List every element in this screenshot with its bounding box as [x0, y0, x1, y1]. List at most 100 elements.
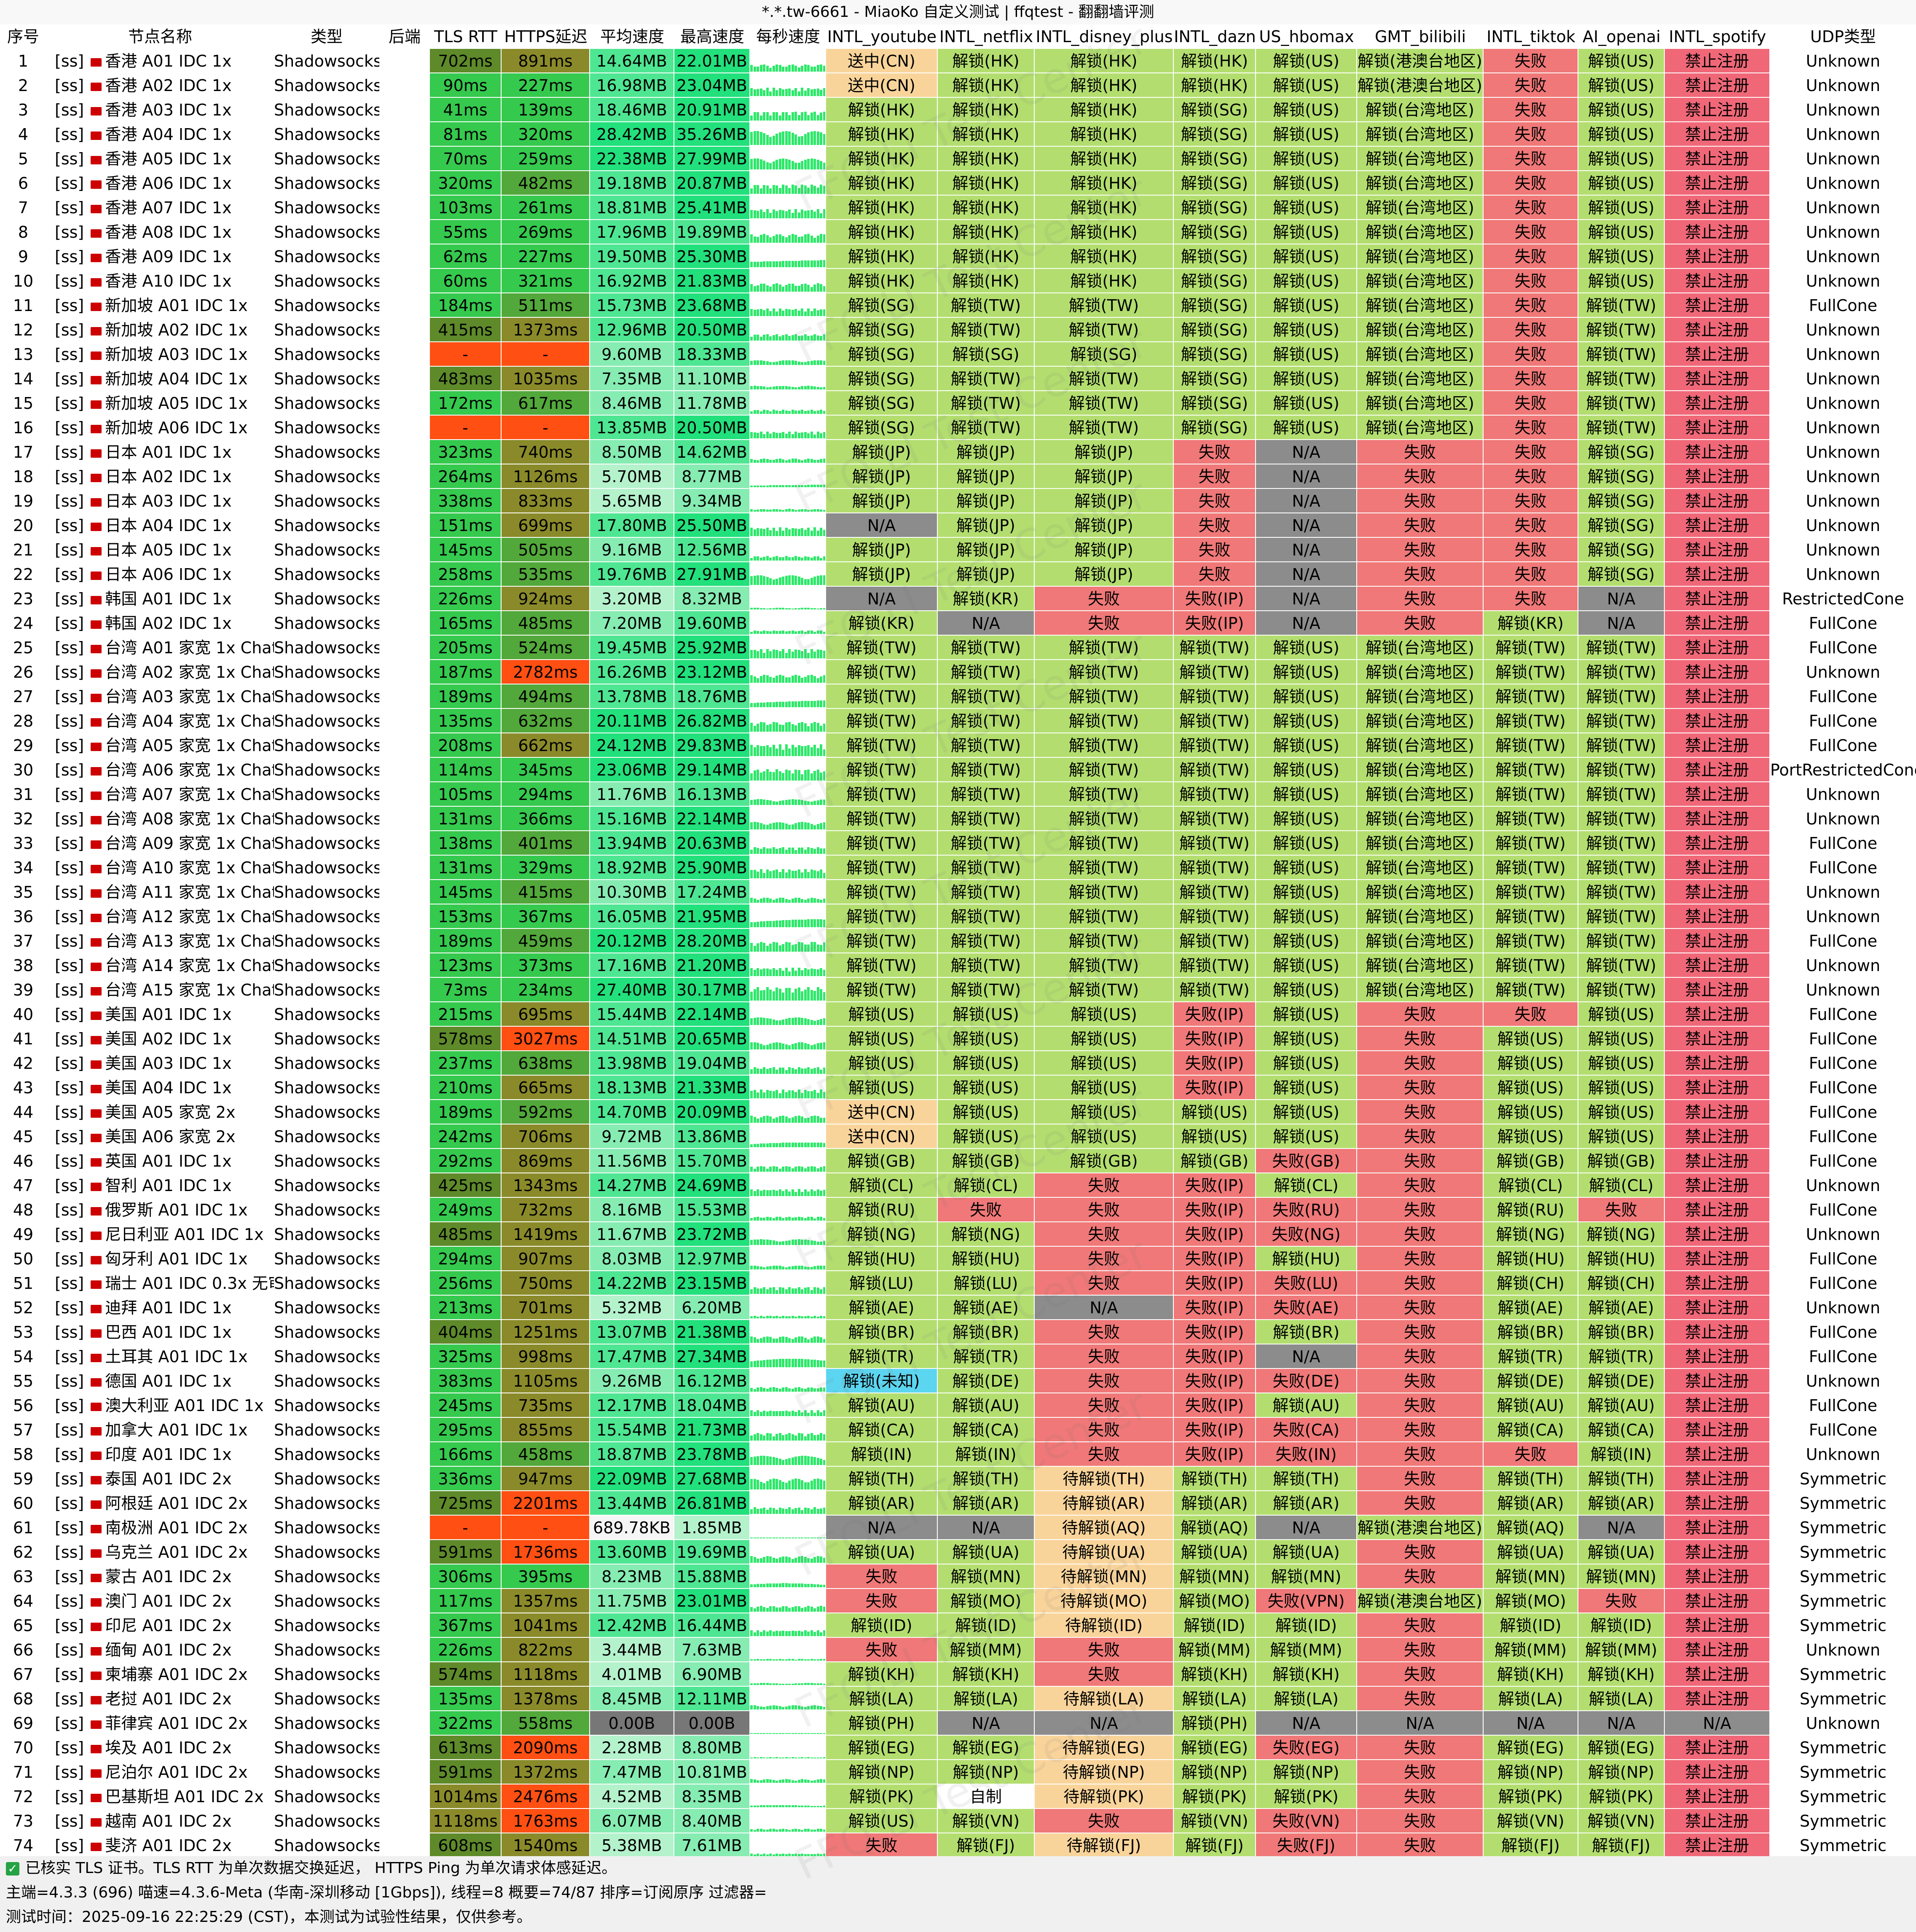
table-row[interactable]: 9 [ss] 香港 A09 IDC 1x Shadowsocks 62ms 227ms 1… — [0, 244, 1916, 269]
sparkline-bar — [763, 631, 765, 634]
table-row[interactable]: 52 [ss] 迪拜 A01 IDC 1x Shadowsocks 213ms 701m… — [0, 1296, 1916, 1320]
sparkline-bar — [782, 158, 784, 169]
table-row[interactable]: 41 [ss] 美国 A02 IDC 1x Shadowsocks 578ms 3027… — [0, 1027, 1916, 1051]
table-row[interactable]: 1 [ss] 香港 A01 IDC 1x Shadowsocks 702ms 891ms… — [0, 49, 1916, 73]
table-row[interactable]: 30[ss] 台湾 A06 家宽 1x ChatGPTShadowsocks11… — [0, 758, 1916, 782]
sparkline-bar — [785, 1556, 788, 1563]
table-row[interactable]: 59 [ss] 泰国 A01 IDC 2x Shadowsocks 336ms 947m… — [0, 1467, 1916, 1491]
table-row[interactable]: 14 [ss] 新加坡 A04 IDC 1x Shadowsocks 483ms 103… — [0, 367, 1916, 391]
table-row[interactable]: 56 [ss] 澳大利亚 A01 IDC 1x Shadowsocks 245ms 73… — [0, 1393, 1916, 1418]
sparkline-bar — [797, 510, 800, 512]
table-row[interactable]: 73 [ss] 越南 A01 IDC 2x Shadowsocks 1118ms 176… — [0, 1809, 1916, 1833]
table-row[interactable]: 43 [ss] 美国 A04 IDC 1x Shadowsocks 210ms 665m… — [0, 1076, 1916, 1100]
table-row[interactable]: 16 [ss] 新加坡 A06 IDC 1x Shadowsocks - -13.85M… — [0, 416, 1916, 440]
sparkline-bar — [804, 160, 807, 169]
table-row[interactable]: 19 [ss] 日本 A03 IDC 1x Shadowsocks 338ms 833m… — [0, 489, 1916, 513]
table-row[interactable]: 25[ss] 台湾 A01 家宽 1x ChatGPTShadowsocks20… — [0, 636, 1916, 660]
sparkline-bar — [823, 1806, 825, 1807]
table-row[interactable]: 32[ss] 台湾 A08 家宽 1x ChatGPTShadowsocks13… — [0, 807, 1916, 831]
cell-序号: 35 — [0, 880, 46, 904]
table-row[interactable]: 57 [ss] 加拿大 A01 IDC 1x Shadowsocks 295ms 855… — [0, 1418, 1916, 1442]
table-row[interactable]: 17 [ss] 日本 A01 IDC 1x Shadowsocks 323ms 740m… — [0, 440, 1916, 464]
table-row[interactable]: 4 [ss] 香港 A04 IDC 1x Shadowsocks 81ms 320ms 2… — [0, 122, 1916, 147]
sparkline-bar — [769, 137, 772, 145]
sparkline-bar — [797, 577, 800, 585]
table-row[interactable]: 34[ss] 台湾 A10 家宽 1x ChatGPTShadowsocks13… — [0, 856, 1916, 880]
table-row[interactable]: 37[ss] 台湾 A13 家宽 1x ChatGPTShadowsocks18… — [0, 929, 1916, 953]
table-row[interactable]: 13 [ss] 新加坡 A03 IDC 1x Shadowsocks - -9.60MB… — [0, 342, 1916, 367]
table-row[interactable]: 28[ss] 台湾 A04 家宽 1x ChatGPTShadowsocks13… — [0, 709, 1916, 733]
table-row[interactable]: 58 [ss] 印度 A01 IDC 1x Shadowsocks 166ms 458m… — [0, 1442, 1916, 1467]
table-row[interactable]: 60 [ss] 阿根廷 A01 IDC 2x Shadowsocks 725ms 220… — [0, 1491, 1916, 1516]
table-row[interactable]: 24 [ss] 韩国 A02 IDC 1x Shadowsocks 165ms 485m… — [0, 611, 1916, 636]
table-row[interactable]: 64 [ss] 澳门 A01 IDC 2x Shadowsocks 117ms 1357… — [0, 1589, 1916, 1613]
table-row[interactable]: 12 [ss] 新加坡 A02 IDC 1x Shadowsocks 415ms 137… — [0, 318, 1916, 342]
table-row[interactable]: 11 [ss] 新加坡 A01 IDC 1x Shadowsocks 184ms 511… — [0, 293, 1916, 318]
table-row[interactable]: 50 [ss] 匈牙利 A01 IDC 1x Shadowsocks 294ms 907… — [0, 1247, 1916, 1271]
table-row[interactable]: 5 [ss] 香港 A05 IDC 1x Shadowsocks 70ms 259ms 2… — [0, 147, 1916, 171]
table-row[interactable]: 48 [ss] 俄罗斯 A01 IDC 1x Shadowsocks 249ms 732… — [0, 1198, 1916, 1222]
table-row[interactable]: 46 [ss] 英国 A01 IDC 1x Shadowsocks 292ms 869m… — [0, 1149, 1916, 1173]
table-row[interactable]: 61 [ss] 南极洲 A01 IDC 2x Shadowsocks - -689.78… — [0, 1516, 1916, 1540]
table-row[interactable]: 2 [ss] 香港 A02 IDC 1x Shadowsocks 90ms 227ms 1… — [0, 73, 1916, 98]
table-row[interactable]: 3 [ss] 香港 A03 IDC 1x Shadowsocks 41ms 139ms 1… — [0, 98, 1916, 122]
table-row[interactable]: 67 [ss] 柬埔寨 A01 IDC 2x Shadowsocks 574ms 111… — [0, 1662, 1916, 1687]
sparkline-bar — [816, 209, 819, 218]
table-row[interactable]: 7 [ss] 香港 A07 IDC 1x Shadowsocks 103ms 261ms… — [0, 196, 1916, 220]
table-row[interactable]: 63 [ss] 蒙古 A01 IDC 2x Shadowsocks 306ms 395m… — [0, 1564, 1916, 1589]
table-row[interactable]: 47 [ss] 智利 A01 IDC 1x Shadowsocks 425ms 1343… — [0, 1173, 1916, 1198]
cell-GMT_bilibili: 解锁(台湾地区) — [1357, 807, 1484, 831]
speed-sparkline — [750, 1076, 826, 1100]
table-row[interactable]: 22 [ss] 日本 A06 IDC 1x Shadowsocks 258ms 535m… — [0, 562, 1916, 587]
table-row[interactable]: 27[ss] 台湾 A03 家宽 1x ChatGPTShadowsocks18… — [0, 684, 1916, 709]
table-row[interactable]: 39[ss] 台湾 A15 家宽 1x ChatGPTShadowsocks73… — [0, 978, 1916, 1002]
sparkline-bar — [769, 387, 772, 389]
table-row[interactable]: 53 [ss] 巴西 A01 IDC 1x Shadowsocks 404ms 1251… — [0, 1320, 1916, 1344]
sparkline-bar — [820, 1829, 822, 1832]
table-row[interactable]: 68 [ss] 老挝 A01 IDC 2x Shadowsocks 135ms 1378… — [0, 1687, 1916, 1711]
cell-INTL_dazn: 解锁(AQ) — [1174, 1516, 1256, 1540]
sparkline-bar — [823, 1558, 825, 1563]
table-row[interactable]: 33[ss] 台湾 A09 家宽 1x ChatGPTShadowsocks13… — [0, 831, 1916, 856]
sparkline-bar — [759, 411, 762, 414]
table-row[interactable]: 72 [ss] 巴基斯坦 A01 IDC 2x Shadowsocks 1014ms 2… — [0, 1784, 1916, 1809]
table-row[interactable]: 23 [ss] 韩国 A01 IDC 1x Shadowsocks 226ms 924m… — [0, 587, 1916, 611]
sparkline-bar — [778, 1684, 781, 1685]
table-row[interactable]: 42 [ss] 美国 A03 IDC 1x Shadowsocks 237ms 638m… — [0, 1051, 1916, 1076]
table-row[interactable]: 8 [ss] 香港 A08 IDC 1x Shadowsocks 55ms 269ms 1… — [0, 220, 1916, 244]
table-row[interactable]: 15 [ss] 新加坡 A05 IDC 1x Shadowsocks 172ms 617… — [0, 391, 1916, 416]
table-row[interactable]: 38[ss] 台湾 A14 家宽 1x ChatGPTShadowsocks12… — [0, 953, 1916, 978]
table-row[interactable]: 40 [ss] 美国 A01 IDC 1x Shadowsocks 215ms 695m… — [0, 1002, 1916, 1027]
table-row[interactable]: 55 [ss] 德国 A01 IDC 1x Shadowsocks 383ms 1105… — [0, 1369, 1916, 1393]
table-row[interactable]: 74 [ss] 斐济 A01 IDC 2x Shadowsocks 608ms 1540… — [0, 1833, 1916, 1858]
table-row[interactable]: 71 [ss] 尼泊尔 A01 IDC 2x Shadowsocks 591ms 137… — [0, 1760, 1916, 1784]
table-row[interactable]: 20 [ss] 日本 A04 IDC 1x Shadowsocks 151ms 699m… — [0, 513, 1916, 538]
table-row[interactable]: 66 [ss] 缅甸 A01 IDC 2x Shadowsocks 226ms 822m… — [0, 1638, 1916, 1662]
cell-平均速度: 3.20MB — [590, 587, 674, 611]
table-row[interactable]: 49 [ss] 尼日利亚 A01 IDC 1x Shadowsocks 485ms 14… — [0, 1222, 1916, 1247]
table-row[interactable]: 69 [ss] 菲律宾 A01 IDC 2x Shadowsocks 322ms 558… — [0, 1711, 1916, 1736]
table-row[interactable]: 45 [ss] 美国 A06 家宽 2x Shadowsocks 242ms 706ms… — [0, 1124, 1916, 1149]
table-row[interactable]: 65 [ss] 印尼 A01 IDC 2x Shadowsocks 367ms 1041… — [0, 1613, 1916, 1638]
cell-节点名称: [ss] 瑞士 A01 IDC 0.3x 无审计 — [46, 1271, 274, 1296]
table-row[interactable]: 70 [ss] 埃及 A01 IDC 2x Shadowsocks 613ms 2090… — [0, 1736, 1916, 1760]
table-row[interactable]: 36[ss] 台湾 A12 家宽 1x ChatGPTShadowsocks15… — [0, 904, 1916, 929]
table-row[interactable]: 44 [ss] 美国 A05 家宽 2x Shadowsocks 189ms 592ms… — [0, 1100, 1916, 1124]
table-row[interactable]: 18 [ss] 日本 A02 IDC 1x Shadowsocks 264ms 1126… — [0, 464, 1916, 489]
table-row[interactable]: 10 [ss] 香港 A10 IDC 1x Shadowsocks 60ms 321ms… — [0, 269, 1916, 293]
sparkline-bar — [816, 649, 819, 658]
table-row[interactable]: 31[ss] 台湾 A07 家宽 1x ChatGPTShadowsocks10… — [0, 782, 1916, 807]
sparkline-bar — [810, 1630, 813, 1636]
cell-INTL_youtube: 解锁(GB) — [826, 1149, 938, 1173]
table-row[interactable]: 26[ss] 台湾 A02 家宽 1x ChatGPTShadowsocks18… — [0, 660, 1916, 684]
table-row[interactable]: 51[ss] 瑞士 A01 IDC 0.3x 无审计Shadowsocks256… — [0, 1271, 1916, 1296]
table-row[interactable]: 62 [ss] 乌克兰 A01 IDC 2x Shadowsocks 591ms 173… — [0, 1540, 1916, 1564]
sparkline-bar — [772, 1166, 775, 1172]
table-row[interactable]: 29[ss] 台湾 A05 家宽 1x ChatGPTShadowsocks20… — [0, 733, 1916, 758]
table-row[interactable]: 54 [ss] 土耳其 A01 IDC 1x Shadowsocks 325ms 998… — [0, 1344, 1916, 1369]
table-row[interactable]: 35[ss] 台湾 A11 家宽 1x ChatGPTShadowsocks14… — [0, 880, 1916, 904]
sparkline-bar — [816, 310, 819, 316]
table-row[interactable]: 21 [ss] 日本 A05 IDC 1x Shadowsocks 145ms 505m… — [0, 538, 1916, 562]
speed-sparkline — [750, 147, 826, 171]
table-row[interactable]: 6 [ss] 香港 A06 IDC 1x Shadowsocks 320ms 482ms… — [0, 171, 1916, 196]
